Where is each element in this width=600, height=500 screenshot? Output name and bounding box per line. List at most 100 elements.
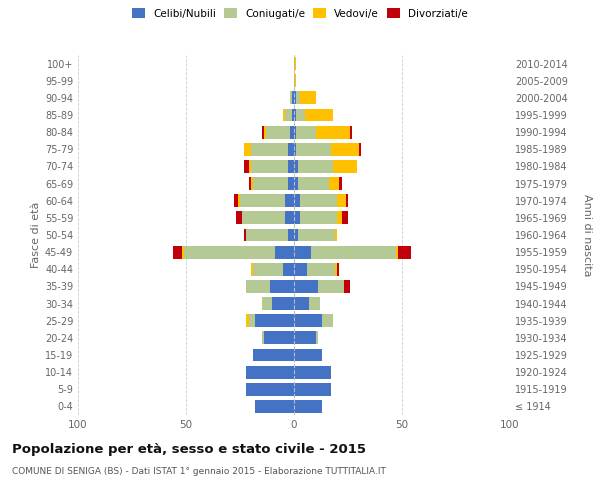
Bar	[350, 126, 352, 138]
Bar	[251, 177, 253, 190]
Bar	[287, 160, 294, 173]
Bar	[296, 108, 305, 122]
Bar	[294, 280, 318, 293]
Bar	[296, 143, 331, 156]
Bar	[253, 177, 287, 190]
Bar	[244, 143, 251, 156]
Bar	[294, 126, 296, 138]
Bar	[341, 212, 348, 224]
Bar	[290, 126, 294, 138]
Bar	[253, 263, 283, 276]
Bar	[294, 400, 322, 413]
Bar	[294, 212, 301, 224]
Bar	[309, 297, 320, 310]
Bar	[248, 314, 255, 327]
Bar	[247, 383, 294, 396]
Bar	[247, 366, 294, 378]
Bar	[298, 228, 335, 241]
Bar	[294, 228, 298, 241]
Bar	[286, 194, 294, 207]
Bar	[275, 246, 294, 258]
Bar	[294, 160, 298, 173]
Bar	[311, 246, 395, 258]
Bar	[337, 212, 341, 224]
Bar	[244, 160, 248, 173]
Bar	[286, 108, 292, 122]
Bar	[184, 246, 275, 258]
Bar	[240, 194, 286, 207]
Bar	[294, 143, 296, 156]
Bar	[251, 143, 287, 156]
Bar	[294, 57, 296, 70]
Bar	[262, 332, 264, 344]
Bar	[294, 92, 296, 104]
Bar	[182, 246, 184, 258]
Bar	[301, 194, 337, 207]
Bar	[247, 314, 248, 327]
Bar	[294, 348, 322, 362]
Bar	[290, 92, 292, 104]
Bar	[283, 263, 294, 276]
Text: Popolazione per età, sesso e stato civile - 2015: Popolazione per età, sesso e stato civil…	[12, 442, 366, 456]
Legend: Celibi/Nubili, Coniugati/e, Vedovi/e, Divorziati/e: Celibi/Nubili, Coniugati/e, Vedovi/e, Di…	[129, 5, 471, 21]
Bar	[333, 160, 356, 173]
Bar	[294, 383, 331, 396]
Bar	[247, 280, 270, 293]
Bar	[318, 280, 344, 293]
Bar	[248, 160, 251, 173]
Bar	[294, 332, 316, 344]
Bar	[294, 108, 296, 122]
Bar	[262, 297, 272, 310]
Bar	[344, 280, 350, 293]
Bar	[286, 212, 294, 224]
Bar	[247, 228, 287, 241]
Bar	[255, 314, 294, 327]
Bar	[287, 177, 294, 190]
Bar	[395, 246, 398, 258]
Bar	[272, 297, 294, 310]
Bar	[248, 177, 251, 190]
Bar	[236, 212, 242, 224]
Text: COMUNE DI SENIGA (BS) - Dati ISTAT 1° gennaio 2015 - Elaborazione TUTTITALIA.IT: COMUNE DI SENIGA (BS) - Dati ISTAT 1° ge…	[12, 468, 386, 476]
Bar	[283, 108, 286, 122]
Bar	[294, 314, 322, 327]
Bar	[251, 160, 287, 173]
Bar	[329, 177, 340, 190]
Bar	[335, 228, 337, 241]
Bar	[292, 92, 294, 104]
Bar	[331, 143, 359, 156]
Bar	[294, 246, 311, 258]
Bar	[294, 297, 309, 310]
Bar	[294, 74, 296, 87]
Bar	[264, 332, 294, 344]
Bar	[242, 212, 286, 224]
Bar	[340, 177, 341, 190]
Bar	[253, 348, 294, 362]
Bar	[287, 228, 294, 241]
Y-axis label: Fasce di età: Fasce di età	[31, 202, 41, 268]
Bar	[337, 263, 340, 276]
Bar	[301, 92, 316, 104]
Bar	[316, 332, 318, 344]
Bar	[316, 126, 350, 138]
Bar	[292, 108, 294, 122]
Bar	[238, 194, 240, 207]
Bar	[264, 126, 266, 138]
Bar	[307, 263, 335, 276]
Bar	[294, 194, 301, 207]
Bar	[335, 263, 337, 276]
Bar	[301, 212, 337, 224]
Y-axis label: Anni di nascita: Anni di nascita	[581, 194, 592, 276]
Bar	[270, 280, 294, 293]
Bar	[305, 108, 333, 122]
Bar	[359, 143, 361, 156]
Bar	[251, 263, 253, 276]
Bar	[322, 314, 333, 327]
Bar	[337, 194, 346, 207]
Bar	[296, 92, 301, 104]
Bar	[294, 177, 298, 190]
Bar	[294, 263, 307, 276]
Bar	[262, 126, 264, 138]
Bar	[298, 177, 329, 190]
Bar	[346, 194, 348, 207]
